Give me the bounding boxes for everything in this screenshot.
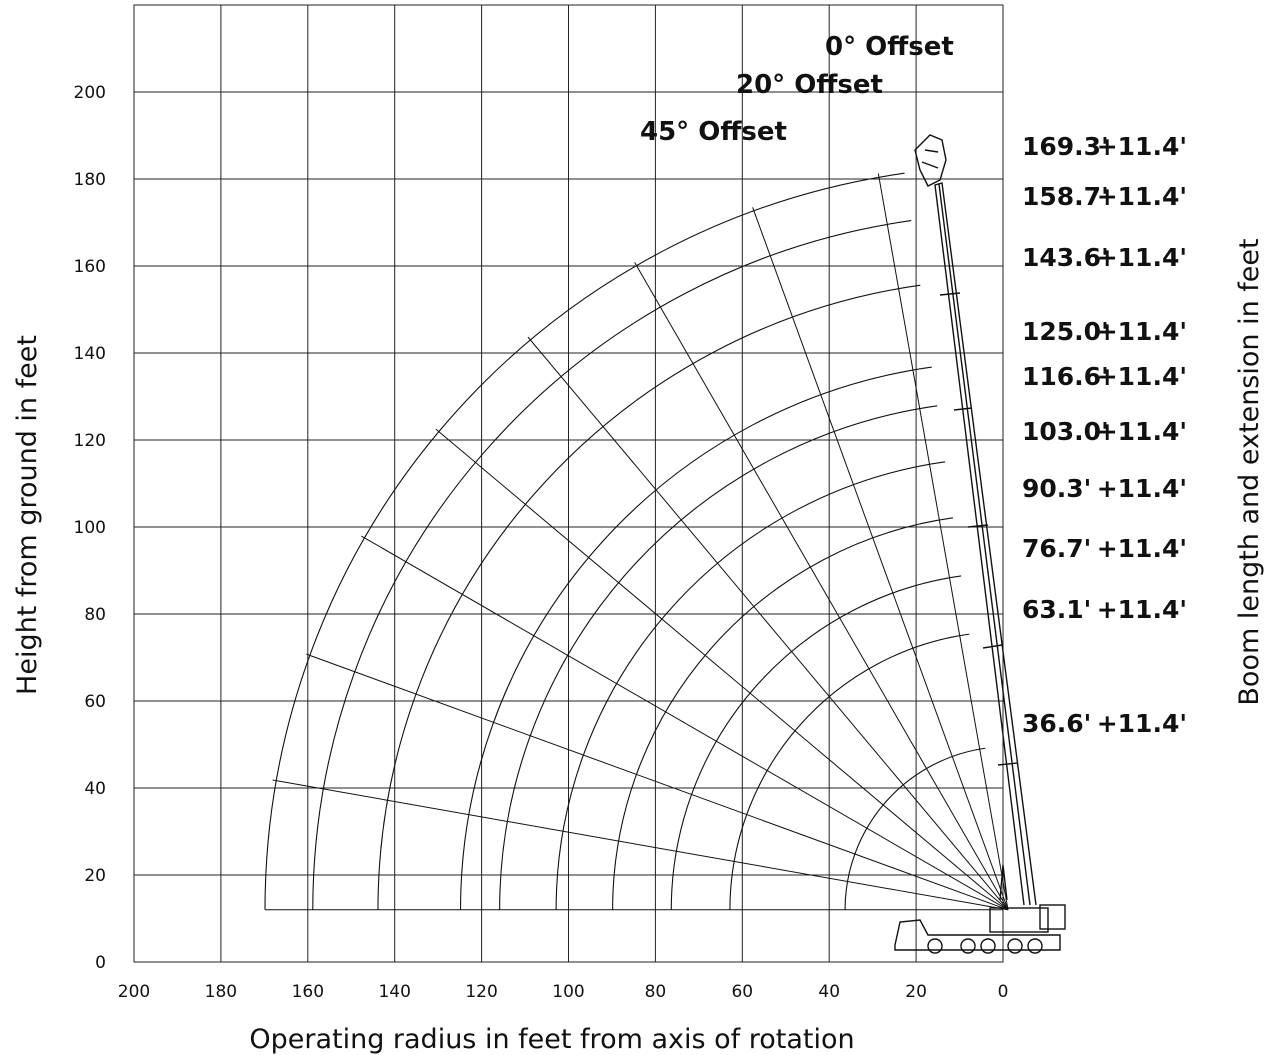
- y-tick-label: 0: [95, 953, 106, 973]
- carrier-wheel: [1027, 938, 1043, 954]
- boom-extension-label: +11.4': [1097, 182, 1187, 211]
- boom-angle-line: [435, 428, 1009, 911]
- y-tick-label: 140: [74, 344, 106, 364]
- boom-section-mark: [997, 762, 1019, 766]
- grid: [133, 4, 1004, 963]
- crane-illustration: [894, 134, 1066, 954]
- boom-angle-line: [752, 207, 1009, 910]
- x-tick-label: 180: [205, 982, 237, 1002]
- boom-angle-line: [306, 653, 1009, 911]
- range-arc: [499, 405, 938, 910]
- x-axis-title: Operating radius in feet from axis of ro…: [249, 1024, 854, 1055]
- carrier-wheel: [927, 938, 943, 954]
- boom-length-label: 90.3': [1022, 474, 1091, 503]
- y-axis-title: Height from ground in feet: [12, 335, 43, 695]
- y-tick-label: 40: [84, 779, 106, 799]
- y-tick-label: 160: [74, 257, 106, 277]
- crane-boom-inner: [938, 183, 1031, 906]
- crane-carrier: [894, 919, 1061, 951]
- x-tick-label: 100: [552, 982, 584, 1002]
- crane-boom: [934, 182, 1037, 906]
- x-tick-label: 0: [998, 982, 1009, 1002]
- range-arc: [459, 366, 932, 910]
- y-axis-ticks: 0 20 40 60 80 100 120 140 160 180 200: [74, 83, 106, 973]
- working-range-arcs: [264, 172, 1003, 911]
- x-tick-label: 60: [731, 982, 753, 1002]
- boom-length-label: 169.3': [1022, 132, 1109, 161]
- carrier-wheel: [980, 938, 996, 954]
- boom-section-mark: [939, 292, 961, 296]
- boom-angle-line: [272, 779, 1009, 911]
- y-tick-label: 200: [74, 83, 106, 103]
- boom-length-label: 76.7': [1022, 534, 1091, 563]
- offset-label-20: 20° Offset: [736, 70, 883, 100]
- range-arc: [264, 172, 905, 910]
- range-arc: [555, 461, 946, 910]
- offset-label-45: 45° Offset: [640, 117, 787, 147]
- boom-length-label: 103.0': [1022, 417, 1109, 446]
- boom-extension-label: +11.4': [1097, 474, 1187, 503]
- crane-jib-tip: [914, 134, 947, 187]
- range-arc: [377, 284, 921, 910]
- boom-length-label: 63.1': [1022, 595, 1091, 624]
- boom-extension-label: +11.4': [1097, 132, 1187, 161]
- boom-section-mark: [967, 524, 989, 528]
- y-tick-label: 80: [84, 605, 106, 625]
- boom-section-mark: [982, 644, 1003, 649]
- x-tick-label: 40: [818, 982, 840, 1002]
- boom-extension-label: +11.4': [1097, 243, 1187, 272]
- boom-section-mark: [953, 407, 973, 411]
- crane-counterweight: [1039, 904, 1066, 930]
- boom-length-labels: 169.3'+11.4'158.7'+11.4'143.6'+11.4'125.…: [1022, 132, 1187, 738]
- range-arc: [312, 220, 912, 910]
- y-tick-label: 180: [74, 170, 106, 190]
- carrier-wheel: [1007, 938, 1023, 954]
- boom-length-label: 125.0': [1022, 317, 1109, 346]
- crane-luffing-arm: [999, 864, 1008, 901]
- boom-angle-line: [527, 336, 1009, 911]
- boom-extension-label: +11.4': [1097, 595, 1187, 624]
- range-arc: [670, 575, 962, 910]
- x-tick-label: 200: [118, 982, 150, 1002]
- x-tick-label: 140: [378, 982, 410, 1002]
- y-tick-label: 60: [84, 692, 106, 712]
- x-tick-label: 120: [465, 982, 497, 1002]
- boom-angle-line: [361, 535, 1009, 911]
- offset-label-0: 0° Offset: [825, 32, 954, 62]
- boom-extension-label: +11.4': [1097, 362, 1187, 391]
- range-arc: [612, 517, 954, 910]
- boom-extension-label: +11.4': [1097, 534, 1187, 563]
- x-tick-label: 160: [292, 982, 324, 1002]
- boom-angle-line: [877, 173, 1009, 910]
- boom-angle-lines: [272, 173, 1009, 911]
- x-axis-ticks: 200 180 160 140 120 100 80 60 40 20 0: [118, 982, 1009, 1002]
- y-tick-label: 120: [74, 431, 106, 451]
- right-axis-title: Boom length and extension in feet: [1234, 238, 1265, 705]
- boom-length-label: 143.6': [1022, 243, 1109, 272]
- boom-extension-label: +11.4': [1097, 317, 1187, 346]
- boom-extension-label: +11.4': [1097, 417, 1187, 446]
- boom-angle-line: [634, 262, 1009, 911]
- x-tick-label: 80: [645, 982, 667, 1002]
- range-arc: [729, 633, 970, 910]
- boom-extension-label: +11.4': [1097, 709, 1187, 738]
- y-tick-label: 100: [74, 518, 106, 538]
- y-tick-label: 20: [84, 866, 106, 886]
- crane-superstructure: [989, 907, 1049, 933]
- range-arc: [844, 747, 986, 910]
- x-tick-label: 20: [905, 982, 927, 1002]
- carrier-wheel: [960, 938, 976, 954]
- boom-length-label: 158.7': [1022, 182, 1109, 211]
- boom-length-label: 36.6': [1022, 709, 1091, 738]
- boom-length-label: 116.6': [1022, 362, 1109, 391]
